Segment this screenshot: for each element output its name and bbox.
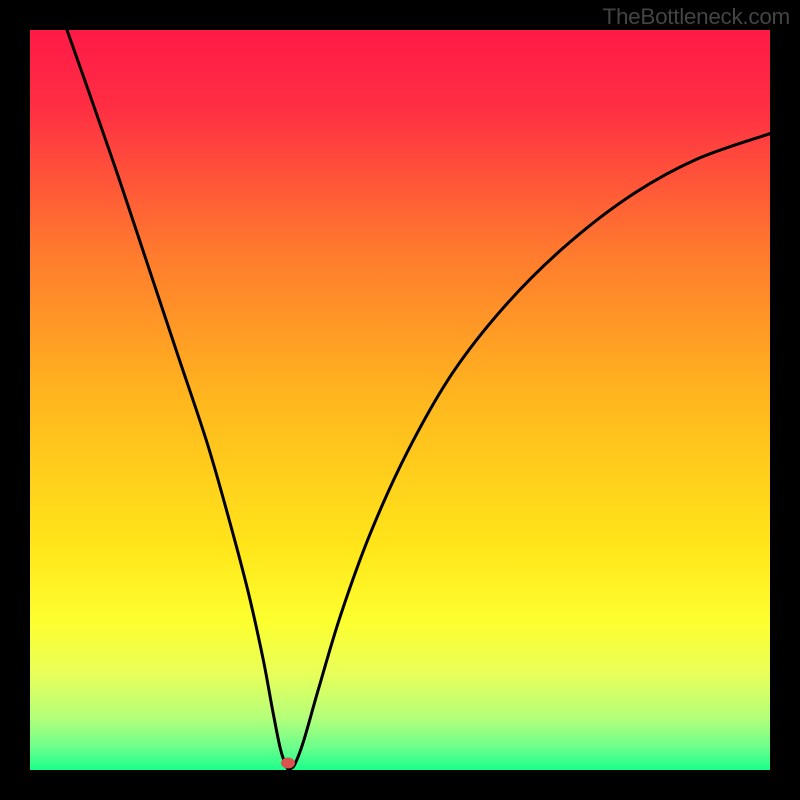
bottleneck-curve	[30, 30, 770, 770]
watermark-text: TheBottleneck.com	[603, 4, 791, 30]
plot-area	[30, 30, 770, 770]
optimum-marker	[281, 757, 295, 768]
